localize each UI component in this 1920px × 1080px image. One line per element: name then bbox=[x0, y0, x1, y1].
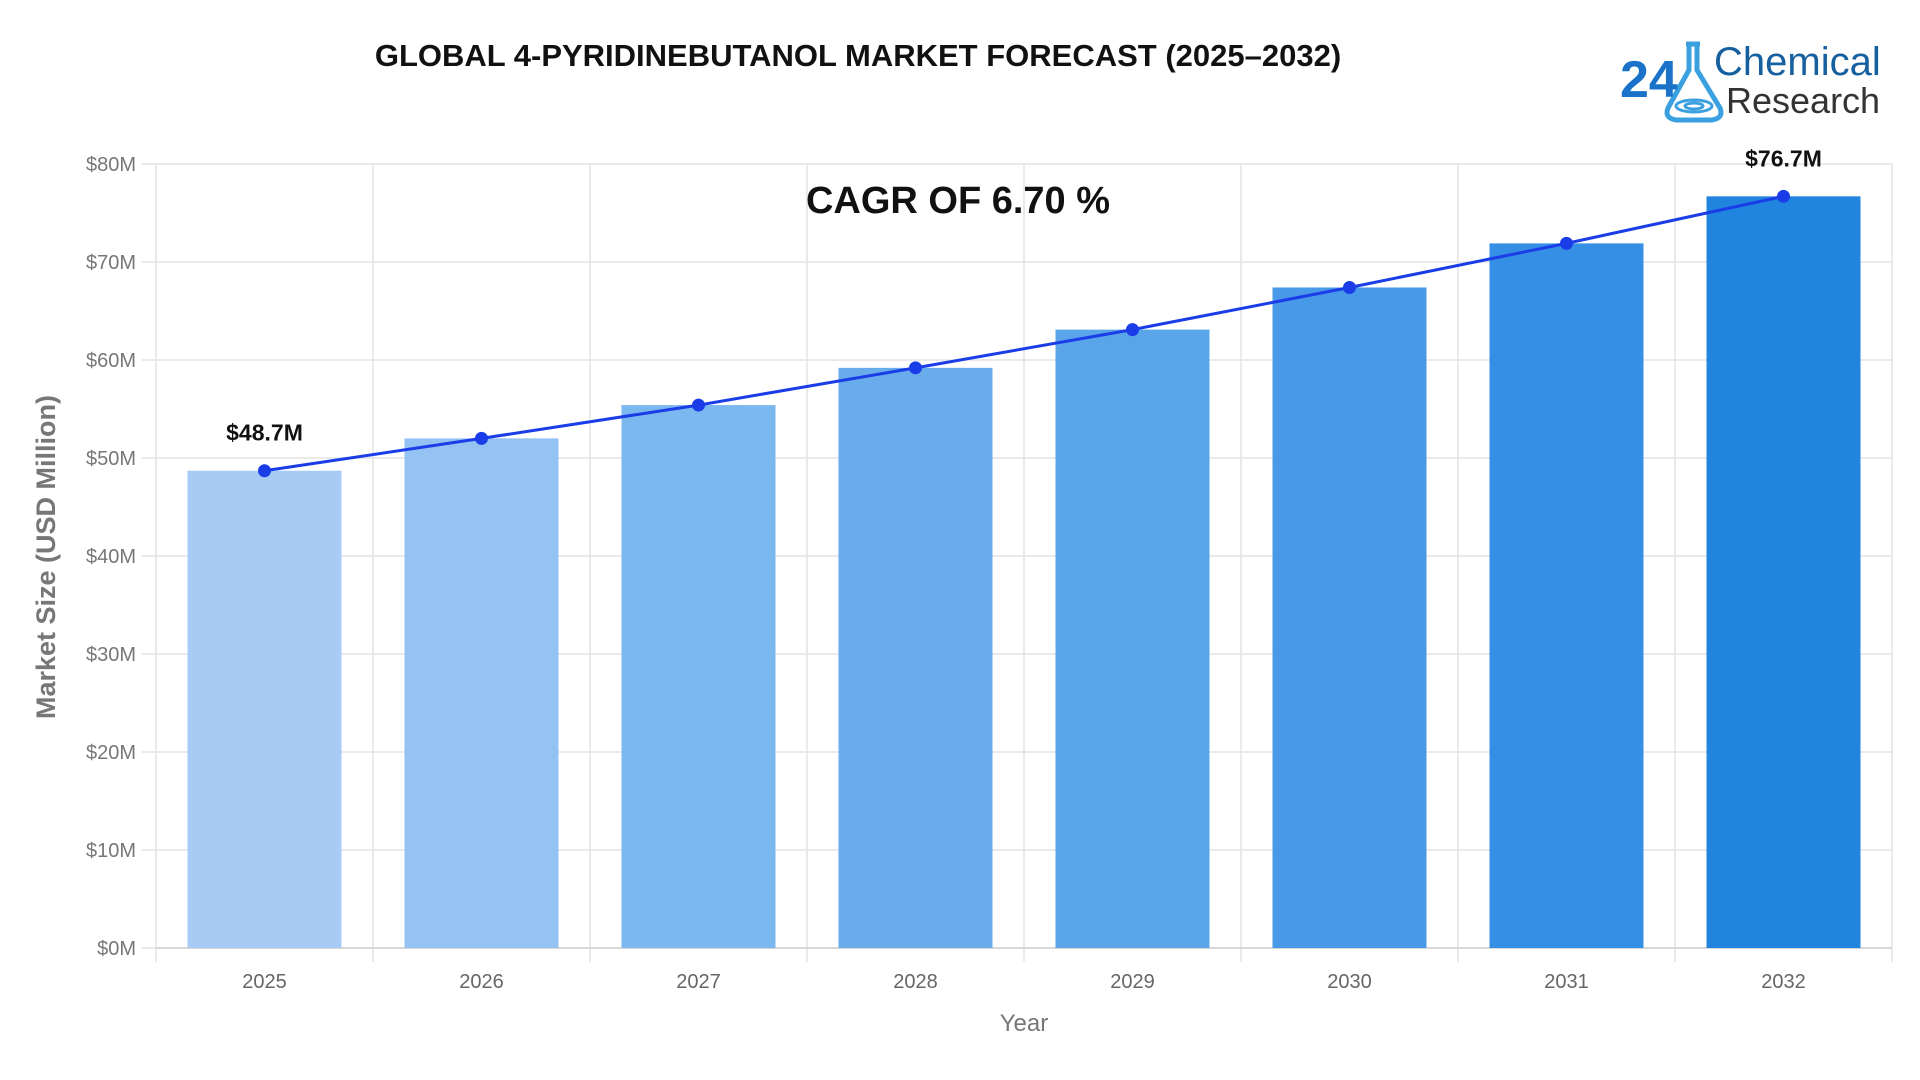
x-tick-label: 2029 bbox=[1110, 971, 1155, 993]
flask-icon bbox=[1664, 41, 1724, 123]
y-tick-label: $20M bbox=[86, 742, 136, 764]
y-tick-label: $70M bbox=[86, 252, 136, 274]
x-tick-label: 2031 bbox=[1544, 971, 1589, 993]
y-tick-label: $60M bbox=[86, 350, 136, 372]
x-tick-label: 2025 bbox=[242, 971, 287, 993]
y-tick-label: $10M bbox=[86, 840, 136, 862]
y-tick-label: $50M bbox=[86, 448, 136, 470]
data-point-2026 bbox=[475, 431, 488, 445]
data-point-2029 bbox=[1126, 323, 1139, 337]
trend-line bbox=[264, 194, 1784, 473]
data-point-2028 bbox=[909, 361, 922, 375]
data-point-2030 bbox=[1343, 280, 1356, 294]
bar-2030 bbox=[1272, 287, 1427, 949]
data-label-2032: $76.7M bbox=[1745, 145, 1822, 171]
data-label-2025: $48.7M bbox=[226, 420, 303, 446]
x-tick-label: 2032 bbox=[1761, 971, 1806, 993]
bar-2029 bbox=[1055, 329, 1210, 948]
bar-2026 bbox=[404, 438, 559, 948]
data-point-2032 bbox=[1777, 189, 1790, 203]
bar-2025 bbox=[187, 470, 342, 948]
y-tick-label: $30M bbox=[86, 644, 136, 666]
cagr-annotation: CAGR OF 6.70 % bbox=[805, 180, 1111, 222]
bar-2032 bbox=[1706, 196, 1861, 949]
x-tick-label: 2027 bbox=[676, 971, 721, 993]
x-tick-label: 2028 bbox=[893, 971, 938, 993]
y-axis-title: Market Size (USD Million) bbox=[31, 395, 61, 719]
data-point-2025 bbox=[258, 464, 271, 478]
x-axis-title: Year bbox=[1000, 1010, 1049, 1037]
y-tick-label: $0M bbox=[97, 938, 136, 960]
data-point-2027 bbox=[692, 398, 705, 412]
y-tick-label: $40M bbox=[86, 546, 136, 568]
company-logo: 24 Chemical Research bbox=[1618, 36, 1888, 126]
bar-2028 bbox=[838, 367, 993, 949]
x-tick-label: 2030 bbox=[1327, 971, 1372, 993]
logo-line1: Chemical bbox=[1714, 40, 1881, 84]
data-point-2031 bbox=[1560, 236, 1573, 250]
chart-title: GLOBAL 4-PYRIDINEBUTANOL MARKET FORECAST… bbox=[374, 38, 1342, 73]
y-tick-label: $80M bbox=[86, 154, 136, 176]
x-tick-label: 2026 bbox=[459, 971, 504, 993]
logo-line2: Research bbox=[1726, 80, 1881, 121]
bar-2027 bbox=[621, 405, 776, 949]
logo-number: 24 bbox=[1620, 51, 1678, 109]
bar-2031 bbox=[1489, 243, 1644, 948]
